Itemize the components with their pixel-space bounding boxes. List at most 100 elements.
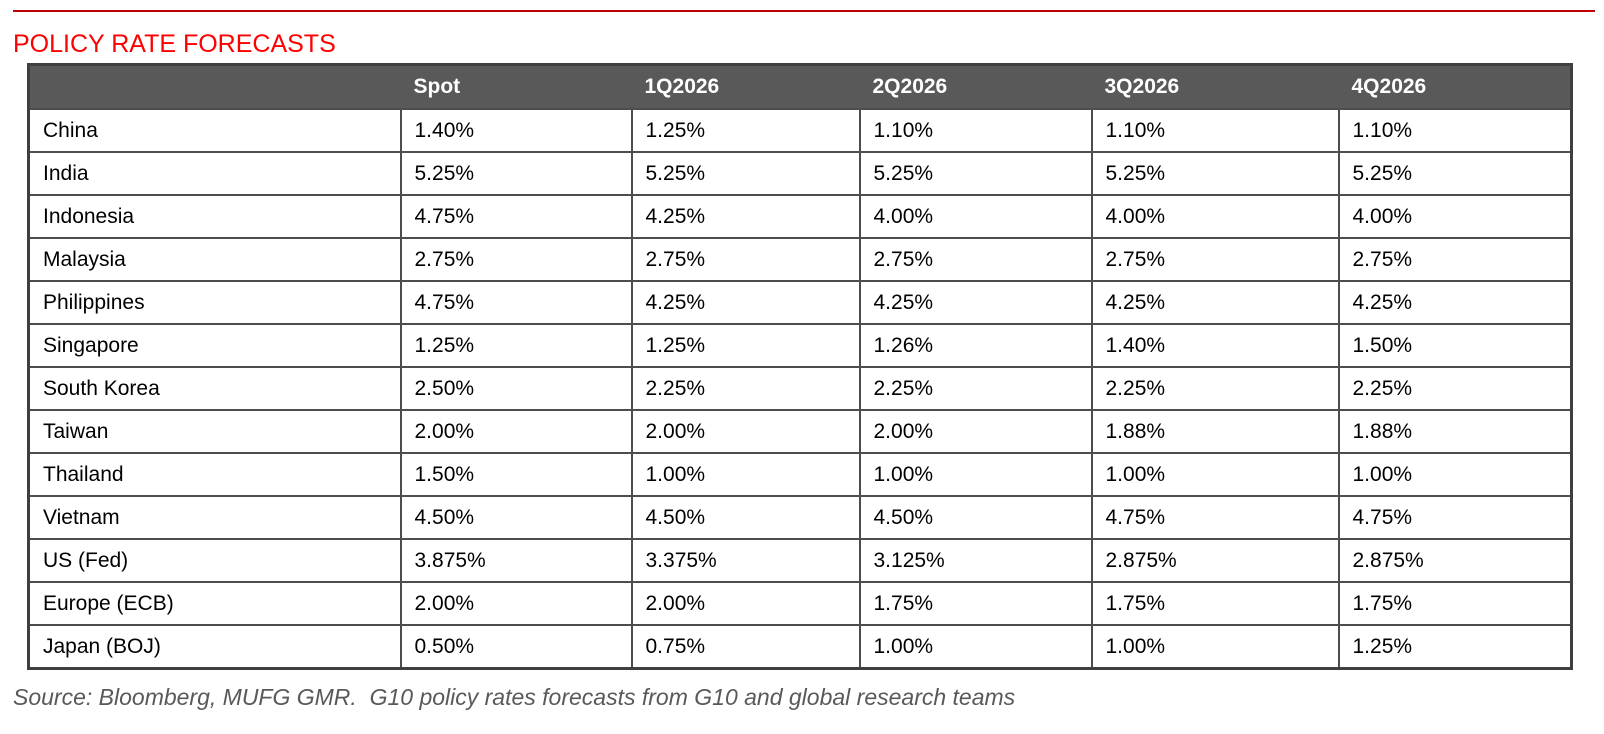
rate-cell: 2.00% (399, 581, 633, 626)
rate-cell: 2.875% (1090, 538, 1340, 583)
rate-cell: 3.875% (399, 538, 633, 583)
rate-cell: 5.25% (1090, 151, 1340, 196)
policy-rate-forecast-table: Spot 1Q2026 2Q2026 3Q2026 4Q2026 China 1.… (27, 63, 1573, 670)
rate-cell: 1.26% (858, 323, 1093, 368)
rate-cell: 1.88% (1337, 409, 1573, 454)
rate-cell: 2.00% (630, 581, 861, 626)
rate-cell: 4.00% (858, 194, 1093, 239)
rate-cell: 2.00% (630, 409, 861, 454)
row-label-cell: Taiwan (27, 409, 402, 454)
rate-cell: 5.25% (858, 151, 1093, 196)
rate-cell: 4.25% (1337, 280, 1573, 325)
rate-cell: 0.50% (399, 624, 633, 670)
top-divider-rule (13, 10, 1595, 12)
table-row: Taiwan 2.00% 2.00% 2.00% 1.88% 1.88% (27, 409, 1573, 454)
rate-cell: 4.75% (1337, 495, 1573, 540)
rate-cell: 4.00% (1337, 194, 1573, 239)
row-label-cell: Philippines (27, 280, 402, 325)
page-title: POLICY RATE FORECASTS (13, 30, 336, 58)
rate-cell: 5.25% (399, 151, 633, 196)
row-label-cell: South Korea (27, 366, 402, 411)
rate-cell: 1.00% (630, 452, 861, 497)
row-label-cell: Europe (ECB) (27, 581, 402, 626)
rate-cell: 2.25% (858, 366, 1093, 411)
rate-cell: 2.75% (1090, 237, 1340, 282)
rate-cell: 1.10% (1337, 108, 1573, 153)
row-label-cell: US (Fed) (27, 538, 402, 583)
rate-cell: 1.40% (1090, 323, 1340, 368)
row-label-cell: China (27, 108, 402, 153)
rate-cell: 0.75% (630, 624, 861, 670)
rate-cell: 2.00% (858, 409, 1093, 454)
table-row: Singapore 1.25% 1.25% 1.26% 1.40% 1.50% (27, 323, 1573, 368)
rate-cell: 1.00% (1090, 452, 1340, 497)
rate-cell: 1.50% (1337, 323, 1573, 368)
rate-cell: 2.25% (1337, 366, 1573, 411)
rate-cell: 1.00% (1090, 624, 1340, 670)
rate-cell: 1.00% (1337, 452, 1573, 497)
rate-cell: 2.75% (1337, 237, 1573, 282)
rate-cell: 1.00% (858, 452, 1093, 497)
rate-cell: 1.40% (399, 108, 633, 153)
rate-cell: 4.50% (399, 495, 633, 540)
column-header-3q2026: 3Q2026 (1091, 64, 1339, 109)
source-note: Source: Bloomberg, MUFG GMR. G10 policy … (13, 684, 1016, 710)
rate-cell: 4.00% (1090, 194, 1340, 239)
rate-cell: 4.75% (399, 194, 633, 239)
rate-cell: 4.25% (630, 194, 861, 239)
rate-cell: 4.50% (630, 495, 861, 540)
rate-cell: 5.25% (1337, 151, 1573, 196)
rate-cell: 1.25% (630, 323, 861, 368)
rate-cell: 4.25% (630, 280, 861, 325)
rate-cell: 3.125% (858, 538, 1093, 583)
table-row: India 5.25% 5.25% 5.25% 5.25% 5.25% (27, 151, 1573, 196)
rate-cell: 2.00% (399, 409, 633, 454)
column-header-spot: Spot (400, 64, 632, 109)
row-label-cell: Vietnam (27, 495, 402, 540)
table-row: Japan (BOJ) 0.50% 0.75% 1.00% 1.00% 1.25% (27, 624, 1573, 670)
column-header-1q2026: 1Q2026 (631, 64, 860, 109)
column-header-4q2026: 4Q2026 (1338, 64, 1572, 109)
table-row: Europe (ECB) 2.00% 2.00% 1.75% 1.75% 1.75% (27, 581, 1573, 626)
rate-cell: 1.10% (1090, 108, 1340, 153)
rate-cell: 1.25% (630, 108, 861, 153)
table-body: China 1.40% 1.25% 1.10% 1.10% 1.10% India 5.25%… (27, 108, 1573, 670)
rate-cell: 4.50% (858, 495, 1093, 540)
rate-cell: 2.25% (1090, 366, 1340, 411)
rate-cell: 1.00% (858, 624, 1093, 670)
column-header-country (28, 64, 401, 109)
rate-cell: 2.50% (399, 366, 633, 411)
table-row: Vietnam 4.50% 4.50% 4.50% 4.75% 4.75% (27, 495, 1573, 540)
rate-cell: 1.75% (858, 581, 1093, 626)
rate-cell: 1.25% (1337, 624, 1573, 670)
row-label-cell: Thailand (27, 452, 402, 497)
rate-cell: 1.50% (399, 452, 633, 497)
rate-cell: 1.10% (858, 108, 1093, 153)
rate-cell: 5.25% (630, 151, 861, 196)
rate-cell: 3.375% (630, 538, 861, 583)
table-row: Indonesia 4.75% 4.25% 4.00% 4.00% 4.00% (27, 194, 1573, 239)
table-row: US (Fed) 3.875% 3.375% 3.125% 2.875% 2.875% (27, 538, 1573, 583)
rate-cell: 1.88% (1090, 409, 1340, 454)
rate-cell: 2.75% (399, 237, 633, 282)
rate-cell: 1.25% (399, 323, 633, 368)
rate-cell: 2.75% (630, 237, 861, 282)
rate-cell: 1.75% (1337, 581, 1573, 626)
rate-cell: 2.875% (1337, 538, 1573, 583)
row-label-cell: Japan (BOJ) (27, 624, 402, 670)
rate-cell: 4.75% (1090, 495, 1340, 540)
row-label-cell: India (27, 151, 402, 196)
table-row: Thailand 1.50% 1.00% 1.00% 1.00% 1.00% (27, 452, 1573, 497)
table-row: Malaysia 2.75% 2.75% 2.75% 2.75% 2.75% (27, 237, 1573, 282)
rate-cell: 2.75% (858, 237, 1093, 282)
rate-cell: 2.25% (630, 366, 861, 411)
row-label-cell: Singapore (27, 323, 402, 368)
column-header-2q2026: 2Q2026 (859, 64, 1092, 109)
rate-cell: 4.25% (858, 280, 1093, 325)
rate-cell: 1.75% (1090, 581, 1340, 626)
table-row: Philippines 4.75% 4.25% 4.25% 4.25% 4.25% (27, 280, 1573, 325)
table-row: China 1.40% 1.25% 1.10% 1.10% 1.10% (27, 108, 1573, 153)
table-header-row: Spot 1Q2026 2Q2026 3Q2026 4Q2026 (28, 64, 1572, 109)
table-row: South Korea 2.50% 2.25% 2.25% 2.25% 2.25% (27, 366, 1573, 411)
